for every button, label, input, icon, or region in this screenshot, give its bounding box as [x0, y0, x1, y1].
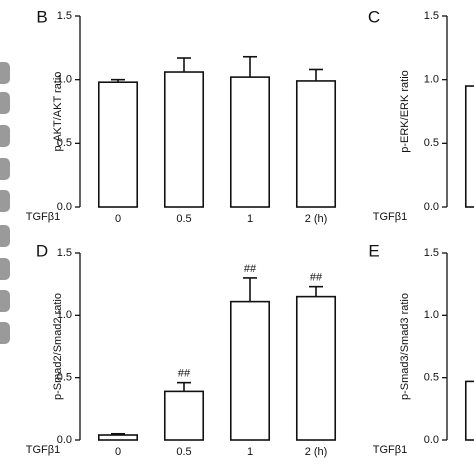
bar — [295, 295, 337, 441]
y-tick-label: 0.0 — [424, 201, 439, 213]
x-tick-label: 2 (h) — [305, 213, 328, 225]
y-tick-label: 1.5 — [57, 10, 72, 22]
blot-strip — [0, 62, 10, 344]
bar — [163, 390, 205, 441]
bar — [295, 80, 337, 208]
y-tick-label: 1.0 — [57, 309, 72, 321]
y-tick-label: 1.5 — [424, 247, 439, 259]
y-tick-label: 1.0 — [424, 74, 439, 86]
panel-label: C — [368, 7, 380, 26]
y-tick-label: 0.5 — [424, 137, 439, 149]
bar — [229, 76, 271, 208]
y-tick-label: 0.5 — [57, 372, 72, 384]
x-tick-label: 1 — [247, 446, 253, 458]
significance-label: ## — [244, 263, 257, 275]
significance-label: ## — [178, 368, 191, 380]
x-tick-label: 0 — [115, 446, 121, 458]
bar — [229, 300, 271, 441]
x-row-label: TGFβ1 — [26, 211, 60, 223]
y-axis-label: p-Smad3/Smad3 ratio — [399, 293, 411, 400]
y-tick-label: 1.0 — [424, 309, 439, 321]
bar — [97, 434, 139, 441]
y-tick-label: 0.5 — [57, 137, 72, 149]
x-row-label: TGFβ1 — [26, 444, 60, 456]
x-tick-label: 0.5 — [176, 446, 191, 458]
panel-label: E — [368, 241, 379, 260]
bar — [464, 85, 474, 208]
y-axis-label: p-Smad2/Smad2 ratio — [52, 293, 64, 400]
panel-label: D — [36, 241, 48, 260]
y-tick-label: 1.5 — [424, 10, 439, 22]
y-tick-label: 0.0 — [424, 434, 439, 446]
x-tick-label: 2 (h) — [305, 446, 328, 458]
significance-label: ## — [310, 272, 323, 284]
bar — [163, 71, 205, 208]
y-tick-label: 1.0 — [57, 74, 72, 86]
bar — [97, 81, 139, 208]
y-axis-label: p-ERK/ERK ratio — [399, 70, 411, 153]
y-tick-label: 0.5 — [424, 372, 439, 384]
x-tick-label: 1 — [247, 213, 253, 225]
x-row-label: TGFβ1 — [373, 211, 407, 223]
y-axis-label: p-AKT/AKT ratio — [52, 72, 64, 152]
x-tick-label: 0 — [115, 213, 121, 225]
x-tick-label: 0.5 — [176, 213, 191, 225]
y-tick-label: 1.5 — [57, 247, 72, 259]
y-tick-label: 0.0 — [57, 201, 72, 213]
y-tick-label: 0.0 — [57, 434, 72, 446]
panel-label: B — [36, 7, 47, 26]
x-row-label: TGFβ1 — [373, 444, 407, 456]
bar — [464, 380, 474, 441]
